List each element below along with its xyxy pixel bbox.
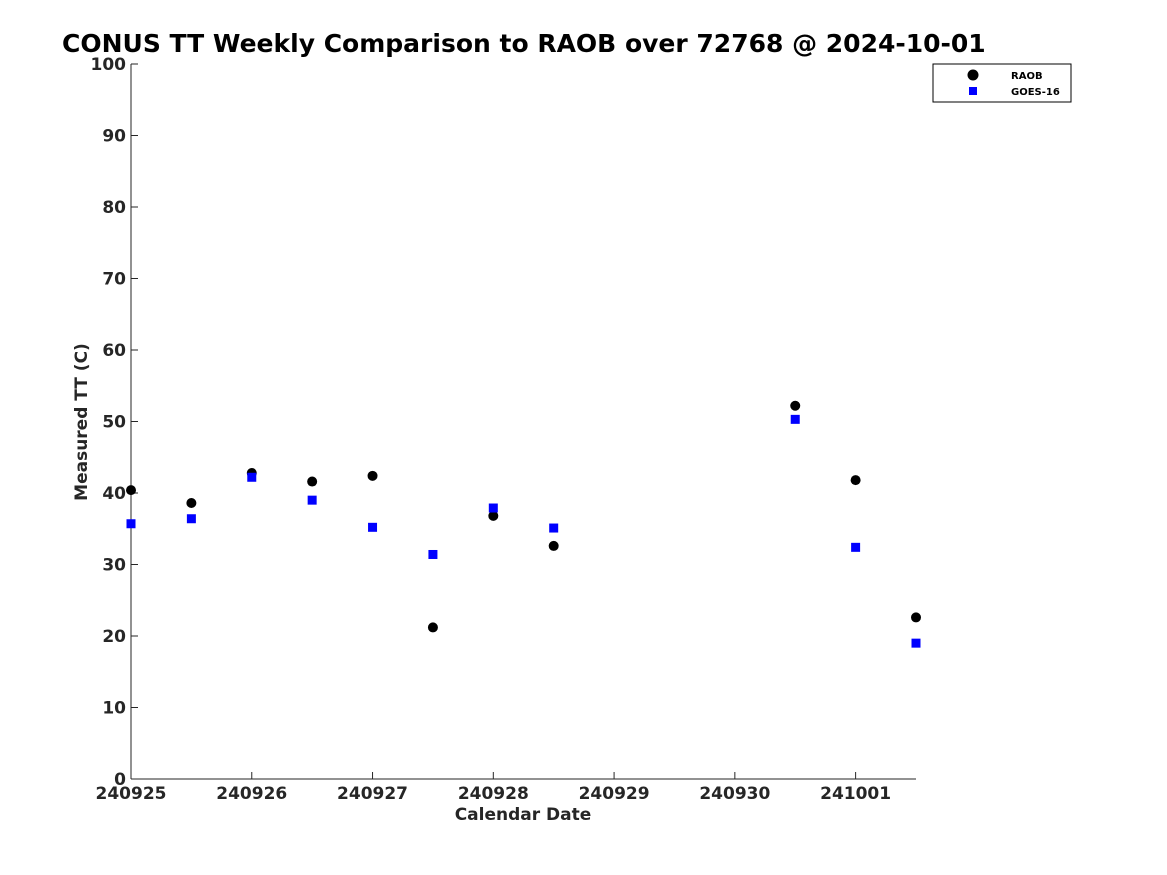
legend-marker-raob xyxy=(967,69,979,81)
legend-label-raob: RAOB xyxy=(1011,71,1043,82)
series-goes-16 xyxy=(126,414,921,648)
data-point-goes16 xyxy=(911,638,921,648)
data-point-goes16 xyxy=(186,514,196,524)
y-tick-label: 100 xyxy=(91,55,127,75)
y-tick-label: 40 xyxy=(102,484,126,504)
data-point-goes16 xyxy=(851,542,861,552)
data-point-raob xyxy=(488,510,499,521)
data-point-raob xyxy=(367,470,378,481)
y-tick-label: 90 xyxy=(102,127,126,147)
x-tick-label: 240930 xyxy=(699,784,770,804)
data-point-goes16 xyxy=(247,472,257,482)
x-tick-label: 241001 xyxy=(820,784,891,804)
data-point-goes16 xyxy=(549,523,559,533)
legend-box xyxy=(932,63,1072,103)
series-layer xyxy=(126,400,921,648)
y-tick-label: 60 xyxy=(102,341,126,361)
data-point-raob xyxy=(911,612,921,623)
data-point-goes16 xyxy=(488,503,498,513)
y-axis-label: Measured TT (C) xyxy=(72,343,92,501)
legend-label-goes16: GOES-16 xyxy=(1011,87,1060,98)
data-point-raob xyxy=(427,622,438,633)
legend: RAOB GOES-16 xyxy=(932,63,1072,103)
x-tick-label: 240926 xyxy=(216,784,287,804)
data-point-raob xyxy=(790,400,801,411)
x-tick-label: 240928 xyxy=(458,784,529,804)
x-tick-label: 240925 xyxy=(96,784,167,804)
data-point-goes16 xyxy=(428,549,438,559)
y-tick-label: 20 xyxy=(102,627,126,647)
data-point-raob xyxy=(307,476,318,487)
legend-marker-goes16 xyxy=(969,87,977,95)
data-point-raob xyxy=(126,485,136,496)
y-tick-label: 10 xyxy=(102,699,126,719)
y-tick-label: 50 xyxy=(102,413,126,433)
chart-title: CONUS TT Weekly Comparison to RAOB over … xyxy=(62,29,986,58)
data-point-raob xyxy=(548,540,559,551)
x-axis-ticks: 240925 240926 240927 240928 240929 240930 2410… xyxy=(96,772,891,804)
x-tick-label: 240929 xyxy=(579,784,650,804)
x-axis-label: Calendar Date xyxy=(455,805,592,825)
data-point-goes16 xyxy=(368,522,378,532)
y-tick-label: 30 xyxy=(102,556,126,576)
data-point-goes16 xyxy=(126,519,136,529)
data-point-goes16 xyxy=(307,495,317,505)
data-point-goes16 xyxy=(790,414,800,424)
x-tick-label: 240927 xyxy=(337,784,408,804)
y-axis-ticks: 0 10 20 30 40 50 60 70 80 90 100 xyxy=(91,55,138,790)
y-tick-label: 0 xyxy=(114,770,126,790)
y-tick-label: 80 xyxy=(102,198,126,218)
series-raob xyxy=(126,400,921,633)
y-tick-label: 70 xyxy=(102,270,126,290)
data-point-raob xyxy=(186,498,197,509)
data-point-raob xyxy=(850,475,861,486)
